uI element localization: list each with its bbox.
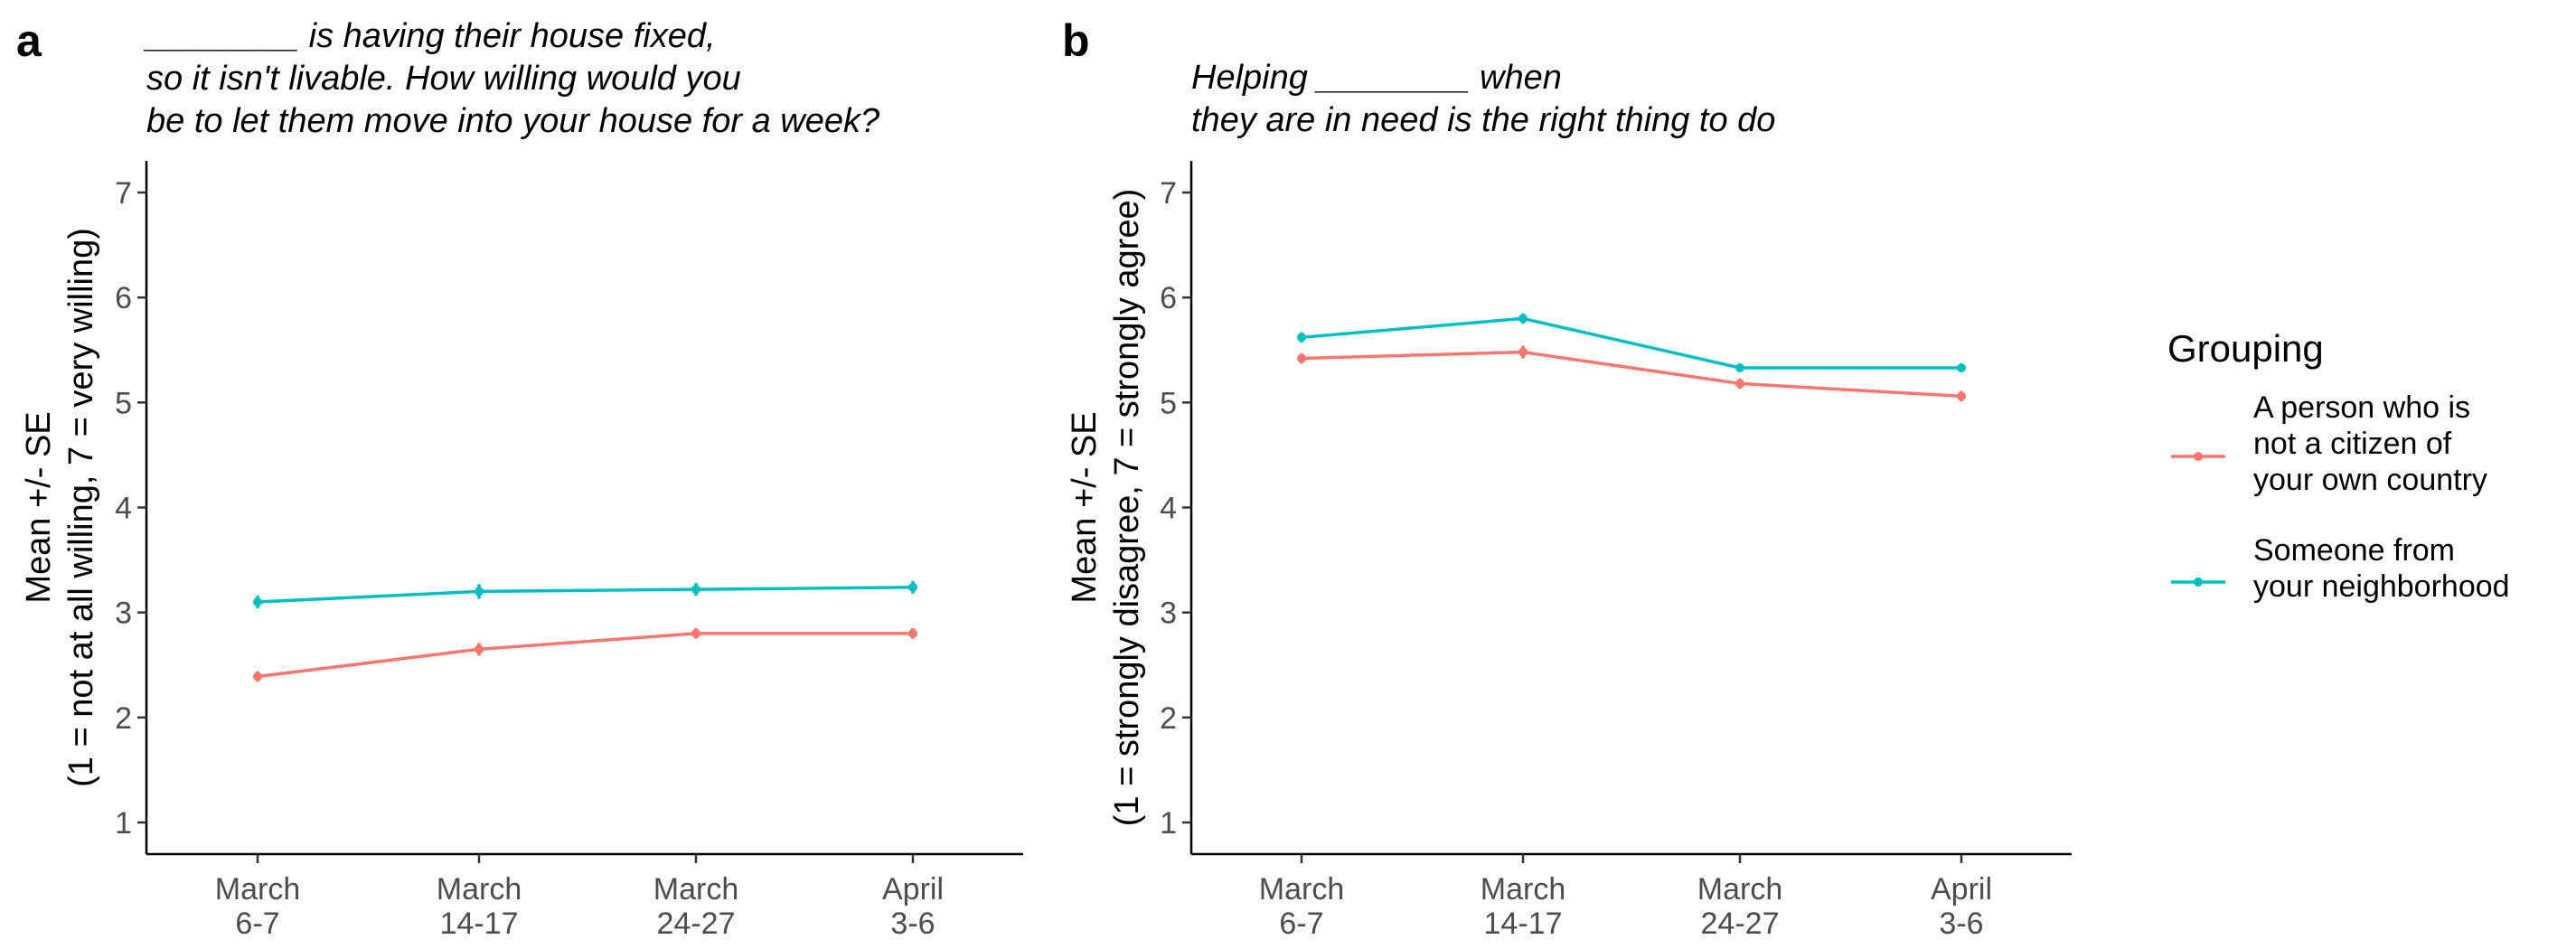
series-line	[257, 632, 913, 679]
series-1	[253, 580, 917, 609]
data-point	[253, 672, 262, 681]
y-tick-label: 2	[1160, 701, 1177, 736]
panel-letter: b	[1062, 15, 1090, 66]
data-point	[253, 597, 262, 607]
data-point	[1957, 391, 1966, 401]
legend-label-line: A person who is	[2253, 390, 2470, 425]
x-tick-label: March 14-17	[1481, 872, 1565, 941]
x-tick-label-line: March	[1259, 872, 1344, 907]
data-point	[1297, 333, 1306, 343]
y-axis-title-line: Mean +/- SE	[20, 411, 58, 603]
x-tick-label: March 24-27	[653, 872, 738, 941]
series-line	[1301, 316, 1961, 370]
x-tick-label-line: 6-7	[235, 907, 279, 941]
data-point	[475, 587, 484, 597]
x-tick-label-line: March	[437, 872, 522, 907]
panel-b: b Helping ________ when they are in need i…	[1062, 15, 2072, 941]
y-tick-label: 3	[1160, 597, 1177, 631]
chart-title-line: ________ is having their house fixed,	[144, 17, 716, 55]
x-tick-label-line: April	[882, 872, 944, 907]
x-tick-label-line: 3-6	[890, 907, 935, 941]
panel-letter: a	[16, 15, 42, 66]
legend-label-line: your own country	[2253, 463, 2487, 497]
y-tick-label: 4	[1160, 492, 1177, 526]
x-tick-label-line: 14-17	[440, 907, 519, 941]
y-tick-label: 5	[1160, 386, 1177, 420]
y-tick-label: 5	[115, 386, 132, 420]
legend-label-line: not a citizen of	[2253, 427, 2452, 461]
x-tick-label: March 14-17	[437, 872, 522, 941]
legend-key-point	[2194, 578, 2203, 587]
x-tick-label-line: 24-27	[657, 907, 736, 941]
y-tick-label: 1	[1160, 806, 1177, 841]
x-tick-label: March 24-27	[1697, 872, 1782, 941]
y-axis-title-line: (1 = strongly disagree, 7 = strongly agr…	[1108, 189, 1146, 827]
data-point	[691, 585, 700, 595]
panel-a: a ________ is having their house fixed, so…	[16, 15, 1023, 941]
series-0	[1297, 345, 1966, 402]
x-tick-label-line: 14-17	[1484, 907, 1563, 941]
y-axis-title-line: (1 = not at all willing, 7 = very willin…	[62, 228, 100, 787]
x-tick-label-line: 6-7	[1279, 907, 1323, 941]
y-tick-label: 2	[115, 701, 132, 736]
series-1	[1297, 313, 1966, 372]
data-point	[1518, 347, 1528, 357]
x-tick-label: March 6-7	[1259, 872, 1344, 941]
data-point	[1735, 379, 1744, 389]
x-tick-label-line: April	[1931, 872, 1992, 907]
data-point	[1957, 362, 1966, 372]
y-axis-title-line: Mean +/- SE	[1066, 411, 1104, 603]
x-tick-label: April 3-6	[1931, 872, 1992, 941]
x-tick-label: April 3-6	[882, 872, 944, 941]
y-tick-label: 6	[1160, 281, 1177, 315]
data-point	[908, 628, 917, 638]
y-tick-label: 7	[115, 176, 132, 211]
chart-title-line: so it isn't livable. How willing would y…	[146, 60, 741, 98]
data-point	[1518, 314, 1528, 324]
series-line	[257, 586, 914, 604]
x-tick-label-line: 3-6	[1939, 907, 1983, 941]
x-tick-label-line: 24-27	[1701, 907, 1780, 941]
chart-title-line: Helping ________ when	[1191, 59, 1562, 97]
legend-title: Grouping	[2167, 327, 2324, 370]
y-tick-label: 4	[115, 492, 132, 526]
data-point	[908, 582, 917, 592]
x-tick-label-line: March	[215, 872, 300, 907]
legend-label-line: Someone from	[2253, 533, 2455, 568]
y-tick-label: 3	[115, 597, 132, 631]
series-line	[1301, 350, 1962, 399]
chart-title-line: be to let them move into your house for …	[146, 102, 880, 140]
data-point	[1297, 353, 1306, 363]
x-tick-label: March 6-7	[215, 872, 300, 941]
data-point	[1735, 362, 1744, 372]
x-tick-label-line: March	[1481, 872, 1565, 907]
legend-label-line: your neighborhood	[2253, 569, 2510, 604]
series-0	[253, 628, 917, 682]
legend-key-point	[2194, 452, 2203, 461]
y-tick-label: 1	[115, 806, 132, 841]
y-tick-label: 6	[115, 281, 132, 315]
data-point	[475, 644, 484, 654]
x-tick-label-line: March	[1697, 872, 1782, 907]
data-point	[691, 628, 700, 638]
x-tick-label-line: March	[653, 872, 738, 907]
y-tick-label: 7	[1160, 176, 1177, 211]
chart-title-line: they are in need is the right thing to d…	[1191, 101, 1775, 139]
